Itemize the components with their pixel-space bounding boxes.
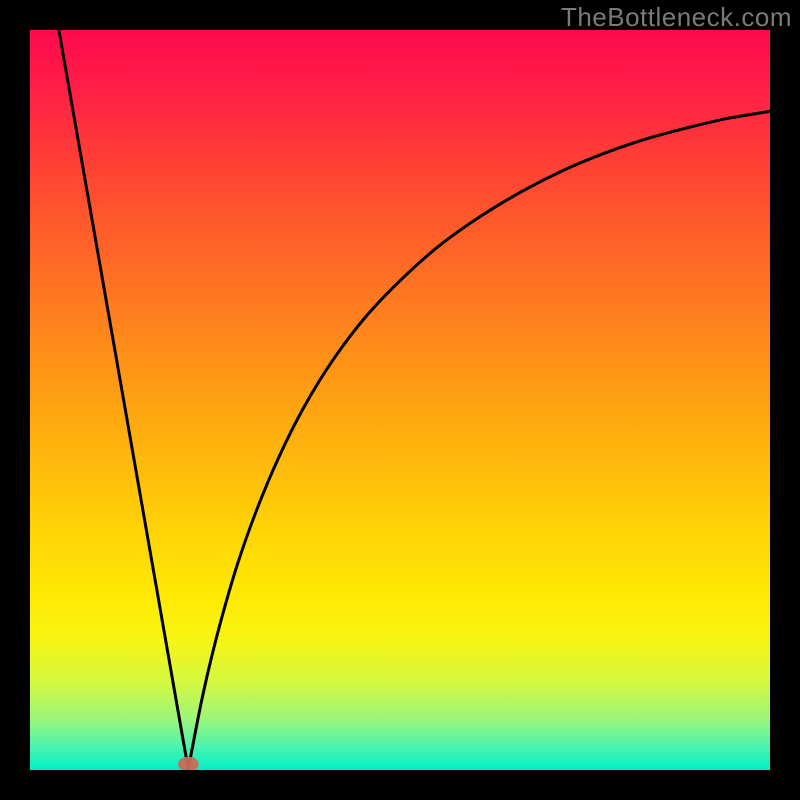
curve-left-segment	[59, 30, 189, 770]
minimum-marker	[178, 757, 199, 770]
watermark-text: TheBottleneck.com	[561, 2, 792, 33]
curve-layer	[30, 30, 770, 770]
plot-area	[30, 30, 770, 770]
curve-right-segment	[188, 111, 770, 770]
chart-container: TheBottleneck.com	[0, 0, 800, 800]
